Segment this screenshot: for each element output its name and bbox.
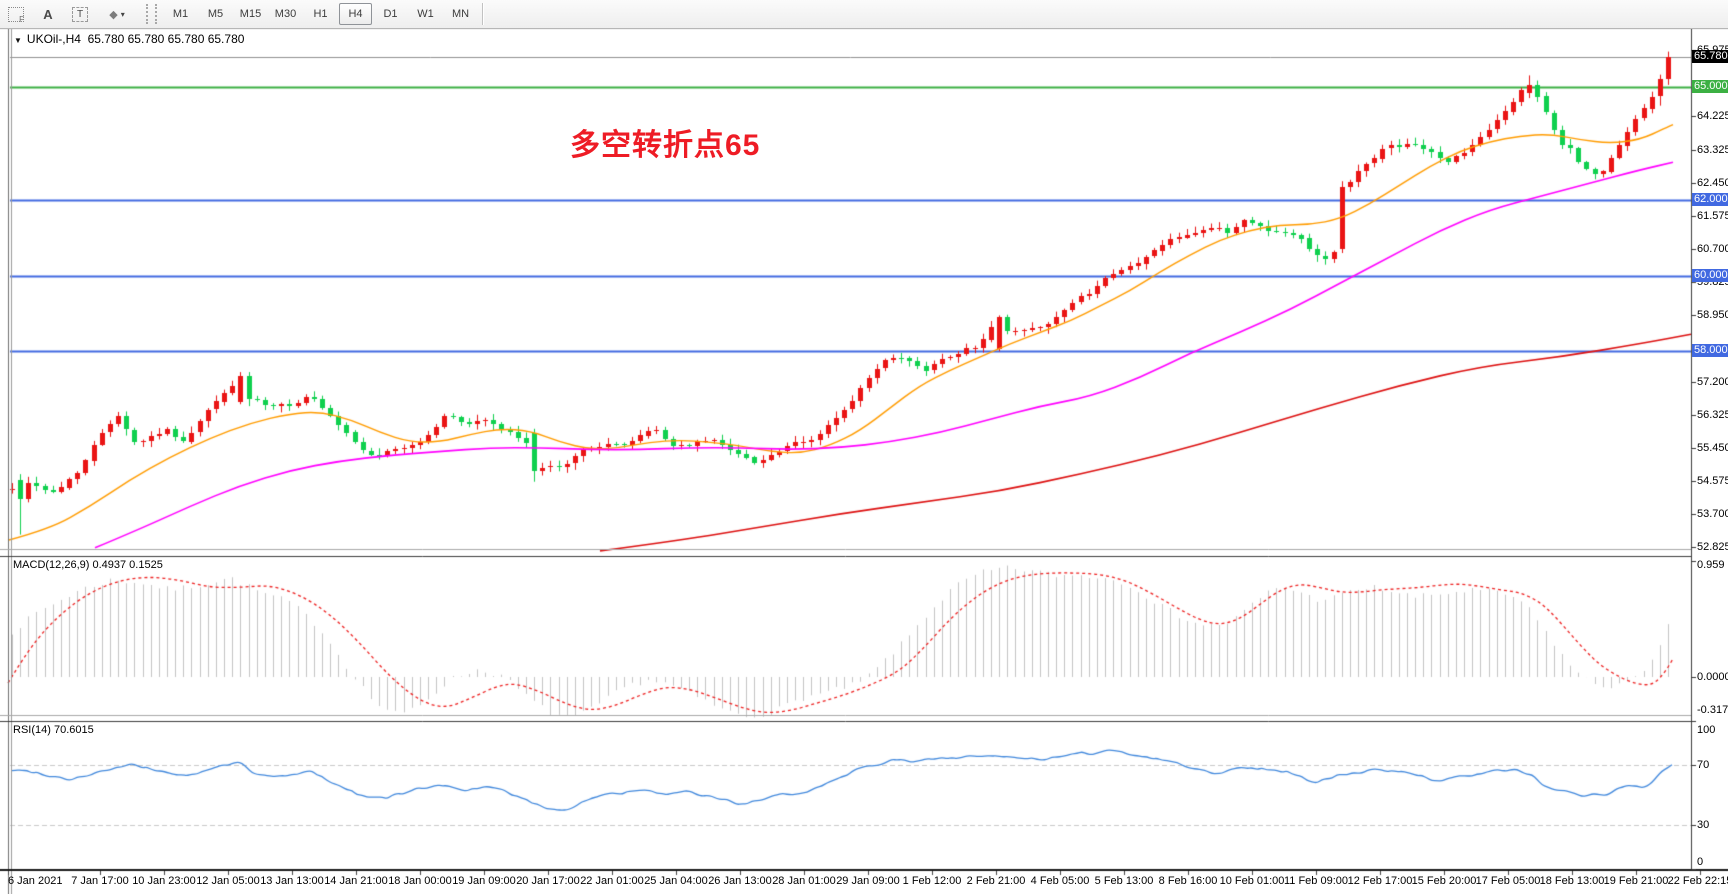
drawing-tools-group: F A T ◆ ▾ [0, 0, 138, 28]
timeframe-button-h1[interactable]: H1 [304, 3, 337, 25]
time-axis-label: 19 Jan 09:00 [452, 875, 516, 887]
collapse-triangle-icon[interactable]: ▼ [14, 36, 22, 45]
price-tick-label: 60.700 [1697, 243, 1728, 256]
macd-label: MACD(12,26,9) 0.4937 0.1525 [13, 559, 163, 571]
time-axis-label: 19 Feb 21:00 [1603, 875, 1669, 887]
time-axis-label: 10 Jan 23:00 [132, 875, 196, 887]
rsi-tick-label: 100 [1697, 724, 1716, 736]
time-axis-label: 28 Jan 01:00 [772, 875, 836, 887]
macd-tick-label: 0.0000 [1697, 671, 1728, 683]
price-tick-label: 62.450 [1697, 177, 1728, 190]
horizontal-line-box[interactable]: 65.000 [1692, 79, 1728, 93]
price-tick-label: 58.950 [1697, 309, 1728, 322]
timeframe-button-w1[interactable]: W1 [409, 3, 442, 25]
time-axis-label: 15 Feb 20:00 [1411, 875, 1477, 887]
timeframe-button-h4[interactable]: H4 [339, 3, 372, 25]
timeframe-button-m1[interactable]: M1 [164, 3, 197, 25]
time-axis-label: 11 Feb 09:00 [1283, 875, 1349, 887]
chevron-down-icon: ▾ [120, 9, 125, 19]
letter-a-icon: A [43, 6, 53, 22]
time-axis-label: 17 Feb 05:00 [1475, 875, 1541, 887]
time-axis-label: 26 Jan 13:00 [708, 875, 772, 887]
time-axis-label: 29 Jan 09:00 [836, 875, 900, 887]
time-axis-label: 2 Feb 21:00 [966, 875, 1026, 887]
time-axis-label: 8 Feb 16:00 [1158, 875, 1218, 887]
price-tick-label: 61.575 [1697, 210, 1728, 223]
letter-t-icon: T [72, 6, 88, 22]
time-axis-label: 22 Feb 22:15 [1667, 875, 1728, 887]
horizontal-line-box[interactable]: 62.000 [1692, 193, 1728, 207]
current-price-box[interactable]: 65.780 [1692, 50, 1728, 64]
horizontal-line-box[interactable]: 58.000 [1692, 344, 1728, 358]
macd-tick-label: 0.959 [1697, 559, 1725, 571]
time-axis-label: 18 Feb 13:00 [1539, 875, 1605, 887]
text-label-tool-button[interactable]: A [33, 2, 63, 26]
timeframe-button-m15[interactable]: M15 [234, 3, 267, 25]
time-axis-label: 12 Jan 05:00 [196, 875, 260, 887]
chart-annotation-text: 多空转折点65 [570, 129, 761, 162]
price-tick-label: 56.325 [1697, 408, 1728, 421]
rsi-label: RSI(14) 70.6015 [13, 724, 94, 736]
timeframe-button-mn[interactable]: MN [444, 3, 477, 25]
timeframe-group: M1 M5 M15 M30 H1 H4 D1 W1 MN [163, 0, 478, 28]
timeframe-button-m5[interactable]: M5 [199, 3, 232, 25]
time-axis-label: 22 Jan 01:00 [580, 875, 644, 887]
price-tick-label: 64.225 [1697, 110, 1728, 123]
freehand-tool-button[interactable]: F [1, 2, 31, 26]
toolbar: F A T ◆ ▾ M1 M5 M15 M30 H1 H4 D1 W1 MN [0, 0, 1728, 29]
time-axis-label: 7 Jan 17:00 [71, 875, 129, 887]
toolbar-separator [482, 3, 483, 25]
timeframe-button-m30[interactable]: M30 [269, 3, 302, 25]
rsi-tick-label: 0 [1697, 856, 1704, 868]
symbol-title: ▼ UKOil-,H4 65.780 65.780 65.780 65.780 [14, 32, 244, 46]
rsi-tick-label: 30 [1697, 818, 1710, 831]
price-tick-label: 52.825 [1697, 540, 1728, 553]
toolbar-grip[interactable] [146, 4, 157, 24]
time-axis-label: 1 Feb 12:00 [902, 875, 962, 887]
time-axis-label: 4 Feb 05:00 [1030, 875, 1090, 887]
time-axis-label: 13 Jan 13:00 [260, 875, 324, 887]
time-axis-label: 10 Feb 01:00 [1219, 875, 1285, 887]
price-tick-label: 53.700 [1697, 507, 1728, 520]
price-tick-label: 63.325 [1697, 144, 1728, 157]
time-axis-label: 5 Feb 13:00 [1094, 875, 1154, 887]
time-axis-label: 6 Jan 2021 [8, 875, 63, 887]
time-axis-label: 14 Jan 21:00 [324, 875, 388, 887]
price-tick-label: 54.575 [1697, 474, 1728, 487]
style-tool-button[interactable]: ◆ ▾ [97, 2, 137, 26]
grid-f-icon: F [8, 6, 24, 24]
rsi-tick-label: 70 [1697, 759, 1710, 772]
diamond-icon: ◆ [109, 8, 118, 21]
symbol-title-text: UKOil-,H4 65.780 65.780 65.780 65.780 [26, 32, 245, 46]
price-tick-label: 57.200 [1697, 375, 1728, 388]
text-box-tool-button[interactable]: T [65, 2, 95, 26]
time-axis-label: 18 Jan 00:00 [388, 875, 452, 887]
time-axis-label: 12 Feb 17:00 [1347, 875, 1413, 887]
timeframe-button-d1[interactable]: D1 [374, 3, 407, 25]
time-axis-label: 20 Jan 17:00 [516, 875, 580, 887]
horizontal-line-box[interactable]: 60.000 [1692, 268, 1728, 282]
price-tick-label: 55.450 [1697, 441, 1728, 454]
time-axis-label: 25 Jan 04:00 [644, 875, 708, 887]
